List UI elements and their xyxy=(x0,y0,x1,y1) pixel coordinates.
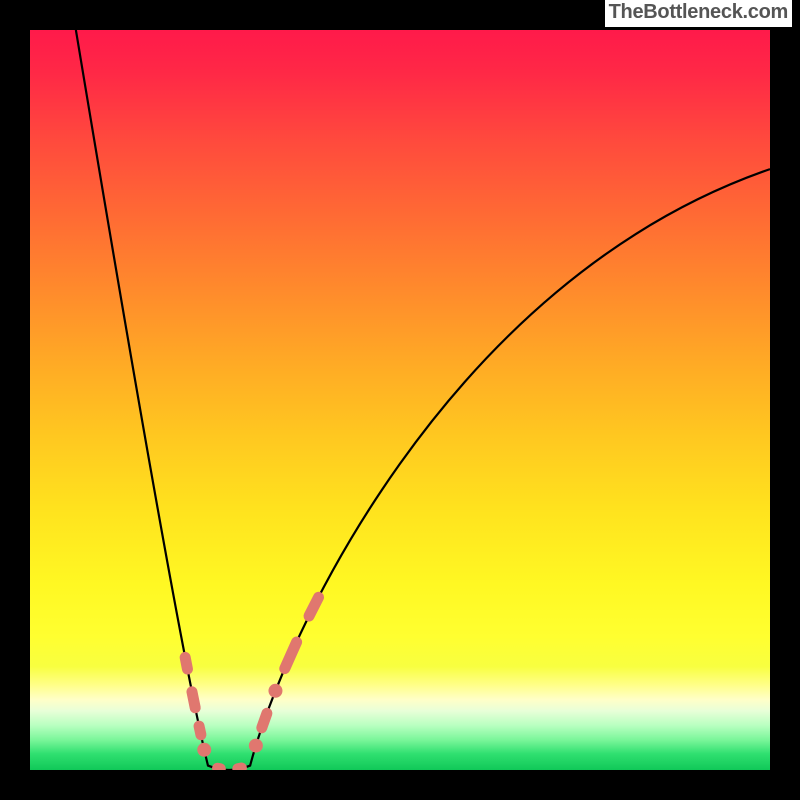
gradient-background xyxy=(30,30,770,770)
plot-area xyxy=(30,30,770,770)
watermark-label: TheBottleneck.com xyxy=(605,0,792,27)
marker-dot xyxy=(197,743,211,757)
marker-dot xyxy=(268,684,282,698)
marker-dot xyxy=(249,739,263,753)
chart-container: TheBottleneck.com xyxy=(0,0,800,800)
plot-svg xyxy=(30,30,770,770)
